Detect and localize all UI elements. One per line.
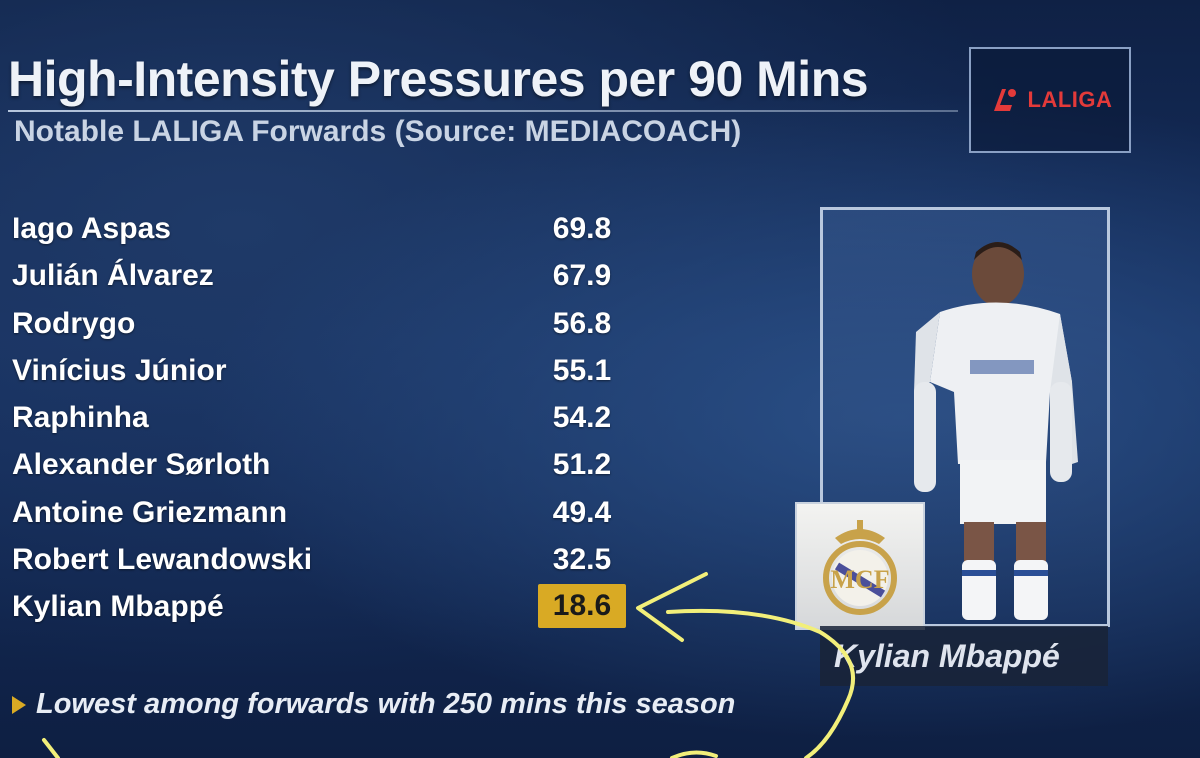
table-row: Alexander Sørloth 51.2 (0, 448, 640, 495)
annotation-arrow-head (636, 572, 708, 642)
pressure-value: 69.8 (552, 212, 612, 245)
table-row: Julián Álvarez 67.9 (0, 259, 640, 306)
svg-text:MCF: MCF (830, 565, 889, 594)
footnote: Lowest among forwards with 250 mins this… (12, 688, 735, 721)
player-name: Kylian Mbappé (12, 590, 224, 624)
pressure-value: 49.4 (552, 495, 612, 529)
pressure-value: 55.1 (552, 353, 612, 387)
player-name: Julián Álvarez (12, 259, 214, 293)
table-row: Antoine Griezmann 49.4 (0, 496, 640, 543)
annotation-stroke-left (42, 738, 60, 758)
player-name: Vinícius Júnior (12, 353, 227, 387)
pressure-value: 51.2 (552, 448, 612, 482)
player-table: Iago Aspas 69.8 Julián Álvarez 67.9 Rodrygo 5… (0, 212, 640, 638)
table-row: Kylian Mbappé 18.6 (0, 584, 640, 637)
player-name: Antoine Griezmann (12, 495, 288, 529)
laliga-logo-text: LALIGA (1027, 87, 1113, 112)
highlighted-value: 18.6 (538, 584, 626, 629)
triangle-bullet-icon (12, 695, 26, 714)
pressure-value: 32.5 (552, 543, 612, 577)
laliga-logo: LALIGA (969, 47, 1131, 153)
player-name: Alexander Sørloth (12, 448, 271, 482)
chart-subtitle: Notable LALIGA Forwards (Source: MEDIACO… (14, 115, 742, 148)
player-name-plate: Kylian Mbappé (820, 626, 1108, 686)
table-row: Vinícius Júnior 55.1 (0, 354, 640, 401)
player-name: Rodrygo (12, 306, 136, 340)
table-row: Rodrygo 56.8 (0, 307, 640, 354)
footnote-text: Lowest among forwards with 250 mins this… (36, 688, 736, 720)
player-photo (914, 242, 1078, 620)
annotation-stroke-bottom (670, 750, 718, 758)
player-name: Raphinha (12, 401, 149, 435)
table-row: Iago Aspas 69.8 (0, 212, 640, 259)
pressure-value: 67.9 (552, 259, 612, 293)
club-crest: MCF (795, 502, 925, 630)
table-row: Robert Lewandowski 32.5 (0, 543, 640, 590)
chart-title: High-Intensity Pressures per 90 Mins (8, 51, 869, 107)
pressure-value: 56.8 (552, 306, 612, 340)
player-name: Robert Lewandowski (12, 543, 313, 577)
laliga-logo-icon (993, 89, 1016, 111)
table-row: Raphinha 54.2 (0, 401, 640, 448)
player-name: Iago Aspas (12, 212, 171, 245)
title-divider (8, 110, 958, 112)
player-name-label: Kylian Mbappé (834, 638, 1060, 674)
pressure-value: 54.2 (552, 401, 612, 435)
real-madrid-crest-icon: MCF (823, 520, 897, 615)
